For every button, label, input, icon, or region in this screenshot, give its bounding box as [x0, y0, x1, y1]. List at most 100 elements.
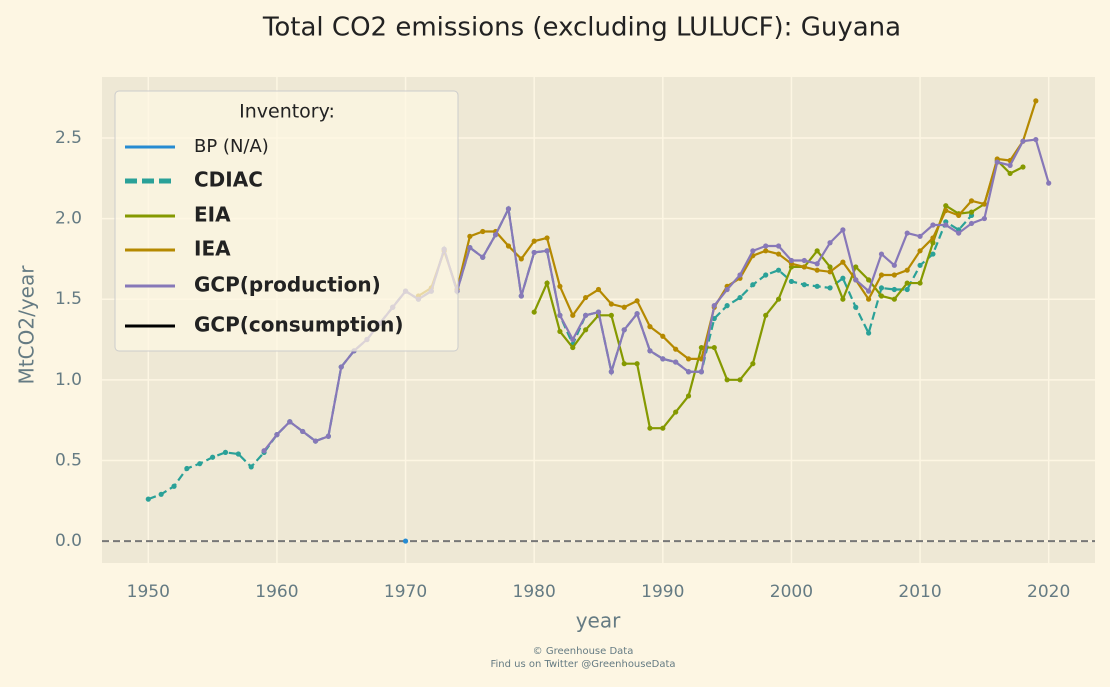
data-point — [930, 251, 936, 257]
x-tick-label: 2020 — [1027, 582, 1070, 602]
data-point — [583, 312, 589, 318]
data-point — [737, 294, 743, 301]
data-point — [878, 272, 885, 278]
data-point — [917, 280, 923, 286]
data-point — [956, 212, 962, 218]
data-point — [673, 409, 679, 415]
data-point — [531, 238, 537, 244]
data-point — [570, 336, 576, 343]
data-point — [904, 230, 910, 236]
data-point — [853, 264, 859, 270]
legend-label: GCP(consumption) — [194, 313, 404, 337]
legend-label: EIA — [194, 203, 231, 227]
data-point — [994, 159, 1000, 165]
data-point — [968, 209, 975, 215]
data-point — [891, 296, 897, 302]
data-point — [853, 304, 859, 310]
data-point — [685, 393, 692, 399]
data-point — [775, 243, 782, 249]
data-point — [235, 451, 241, 457]
data-point — [827, 240, 833, 246]
data-point — [685, 356, 692, 362]
data-point — [968, 220, 975, 227]
legend-label: BP (N/A) — [194, 136, 269, 157]
data-point — [814, 267, 820, 273]
data-point — [801, 257, 807, 264]
data-point — [917, 233, 923, 239]
data-point — [583, 294, 589, 301]
data-point — [750, 248, 756, 254]
y-tick-label: 1.0 — [55, 370, 82, 390]
footer: © Greenhouse Data — [533, 646, 634, 657]
data-point — [158, 491, 164, 497]
x-tick-label: 1970 — [384, 582, 427, 602]
data-point — [1020, 164, 1026, 170]
data-point — [827, 269, 833, 275]
data-point — [1007, 162, 1013, 168]
data-point — [930, 240, 936, 246]
data-point — [184, 465, 190, 472]
data-point — [698, 369, 705, 375]
data-point — [981, 215, 987, 222]
data-point — [750, 361, 756, 367]
data-point — [775, 267, 782, 273]
data-point — [570, 312, 576, 318]
data-point — [943, 222, 949, 228]
data-point — [595, 309, 602, 315]
data-point — [647, 324, 653, 330]
data-point — [891, 286, 897, 293]
data-point — [467, 244, 473, 251]
data-point — [801, 282, 807, 288]
data-point — [1033, 136, 1039, 143]
data-point — [904, 267, 910, 273]
data-point — [531, 309, 537, 315]
data-point — [1020, 138, 1026, 144]
data-point — [711, 303, 717, 309]
data-point — [1046, 180, 1052, 186]
data-point — [814, 283, 820, 289]
data-point — [878, 251, 885, 257]
data-point — [647, 425, 653, 431]
data-point — [775, 251, 782, 257]
data-point — [917, 262, 923, 268]
data-point — [891, 272, 897, 278]
data-point — [853, 277, 859, 283]
data-point — [866, 330, 872, 336]
data-point — [608, 312, 614, 318]
data-point — [505, 243, 512, 249]
data-point — [595, 286, 602, 293]
x-tick-label: 1950 — [127, 582, 170, 602]
data-point — [750, 282, 756, 288]
data-point — [763, 312, 769, 318]
data-point — [647, 348, 653, 354]
data-point — [287, 419, 293, 425]
data-point — [402, 538, 409, 544]
data-point — [608, 301, 614, 307]
data-point — [634, 311, 640, 317]
data-point — [775, 296, 782, 302]
data-point — [210, 454, 216, 460]
y-tick-label: 1.5 — [55, 289, 82, 309]
data-point — [505, 206, 512, 212]
data-point — [557, 328, 563, 335]
data-point — [840, 275, 846, 281]
x-tick-label: 1990 — [641, 582, 684, 602]
data-point — [145, 496, 151, 502]
data-point — [724, 303, 730, 309]
legend-label: GCP(production) — [194, 273, 381, 297]
data-point — [814, 261, 820, 267]
x-tick-label: 1980 — [513, 582, 556, 602]
data-point — [904, 286, 910, 293]
data-point — [711, 344, 717, 351]
y-tick-label: 0.0 — [55, 531, 82, 551]
data-point — [814, 248, 820, 254]
data-point — [737, 272, 743, 278]
data-point — [608, 369, 614, 375]
data-point — [930, 235, 936, 241]
chart-title: Total CO2 emissions (excluding LULUCF): … — [262, 13, 901, 43]
data-point — [312, 438, 319, 444]
data-point — [621, 327, 627, 333]
legend-label: IEA — [194, 237, 231, 261]
data-point — [763, 243, 769, 249]
data-point — [724, 377, 730, 383]
